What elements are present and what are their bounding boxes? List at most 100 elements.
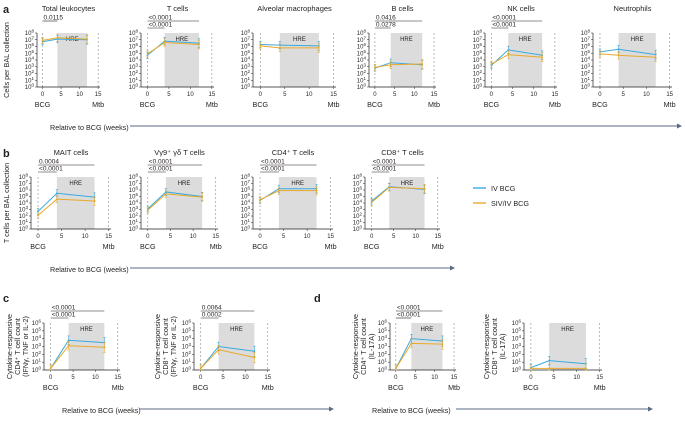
timeline-arrow-head (450, 265, 455, 271)
y-tick-label: 107 (581, 35, 591, 44)
y-tick-label: 103 (581, 62, 591, 71)
chart-title: Neutrophils (614, 4, 652, 13)
y-tick-label: 106 (129, 42, 139, 51)
y-tick-label: 103 (182, 342, 192, 351)
x-tick-label: 15 (95, 92, 102, 98)
p-value-label: <0.0001 (373, 159, 397, 166)
bcg-label: BCG (43, 383, 59, 392)
chart-title: NK cells (507, 4, 535, 13)
y-tick-label: 107 (25, 35, 35, 44)
data-point (490, 63, 493, 65)
relative-to-bcg-label: Relative to BCG (weeks) (62, 406, 141, 415)
y-tick-label: 106 (473, 42, 483, 51)
hre-label: HRE (519, 37, 532, 43)
y-tick-label: 107 (241, 35, 251, 44)
p-value-label: <0.0001 (149, 159, 173, 166)
y-tick-label: 108 (129, 29, 139, 38)
y-tick-label: 101 (25, 76, 35, 85)
y-tick-label: 102 (129, 212, 139, 221)
chart-title: B cells (391, 4, 413, 13)
chart-title: MAIT cells (54, 148, 89, 157)
legend-label: SIV/IV BCG (491, 199, 529, 208)
data-point (198, 43, 200, 46)
relative-to-bcg-label: Relative to BCG (weeks) (372, 406, 451, 415)
bcg-label: BCG (592, 100, 608, 109)
x-tick-label: 5 (221, 375, 225, 381)
mtb-label: Mtb (328, 100, 340, 109)
x-tick-label: 15 (431, 92, 438, 98)
chart-title: Alveolar macrophages (257, 4, 332, 13)
p-value-label: <0.0001 (397, 305, 421, 312)
data-point (86, 38, 88, 40)
y-tick-label: 108 (357, 29, 367, 38)
bcg-label: BCG (35, 100, 51, 109)
x-tick-label: 10 (187, 92, 194, 98)
data-point (55, 198, 58, 201)
y-tick-label: 107 (357, 35, 367, 44)
y-tick-label: 101 (581, 76, 591, 85)
x-tick-label: 15 (105, 234, 112, 240)
x-tick-label: 0 (394, 375, 398, 381)
x-tick-label: 0 (199, 375, 203, 381)
p-value-label: 0.0115 (44, 15, 64, 22)
data-point (37, 214, 39, 217)
y-axis-label: Cytokine-responsive (5, 314, 14, 379)
hre-label: HRE (401, 181, 414, 187)
y-tick-label: 104 (473, 56, 483, 65)
y-axis-label: (IL-17A) (367, 334, 376, 360)
timeline-arrow-head (329, 406, 334, 412)
x-tick-label: 5 (59, 92, 63, 98)
y-tick-label: 101 (512, 358, 522, 367)
data-point (388, 186, 391, 189)
data-point (55, 192, 58, 195)
data-point (165, 193, 167, 195)
x-tick-label: 0 (490, 92, 494, 98)
data-point (410, 342, 413, 345)
y-tick-label: 104 (241, 199, 251, 208)
y-tick-label: 103 (19, 205, 29, 214)
p-value-label: <0.0001 (52, 305, 76, 312)
y-tick-label: 102 (241, 69, 251, 78)
x-tick-label: 5 (167, 92, 171, 98)
hre-region (390, 33, 423, 87)
y-tick-label: 100 (241, 225, 251, 234)
y-tick-label: 104 (32, 334, 42, 343)
y-tick-label: 102 (25, 69, 35, 78)
data-point (103, 346, 106, 349)
p-value-label: 0.0416 (376, 15, 396, 22)
y-tick-label: 106 (129, 186, 139, 195)
p-value-label: 0.0064 (202, 305, 222, 312)
chart-title: CD4⁺ T cells (272, 148, 315, 157)
data-point (56, 36, 59, 39)
y-tick-label: 101 (32, 358, 42, 367)
data-point (217, 348, 220, 351)
mtb-label: Mtb (549, 100, 561, 109)
data-point (541, 56, 544, 59)
bcg-label: BCG (252, 242, 268, 251)
y-tick-label: 104 (353, 199, 363, 208)
bcg-label: BCG (140, 242, 156, 251)
x-tick-label: 10 (573, 375, 580, 381)
y-tick-label: 102 (357, 69, 367, 78)
y-tick-label: 107 (241, 179, 251, 188)
data-point (548, 359, 551, 362)
bcg-label: BCG (193, 383, 209, 392)
data-point (585, 367, 587, 370)
x-tick-label: 0 (598, 92, 602, 98)
data-point (421, 63, 424, 65)
data-point (201, 196, 204, 199)
y-tick-label: 100 (182, 366, 192, 375)
panel-letter: a (3, 4, 10, 16)
relative-to-bcg-label: Relative to BCG (weeks) (50, 265, 129, 274)
x-tick-label: 10 (92, 375, 99, 381)
y-tick-label: 103 (25, 62, 35, 71)
hre-region (165, 177, 203, 229)
y-tick-label: 106 (353, 186, 363, 195)
y-tick-label: 101 (19, 218, 29, 227)
y-tick-label: 105 (357, 49, 367, 58)
x-tick-label: 10 (643, 92, 650, 98)
y-axis-label: Cytokine-responsive (153, 314, 162, 379)
x-tick-label: 0 (49, 375, 53, 381)
hre-region (389, 177, 425, 229)
data-point (278, 46, 281, 49)
